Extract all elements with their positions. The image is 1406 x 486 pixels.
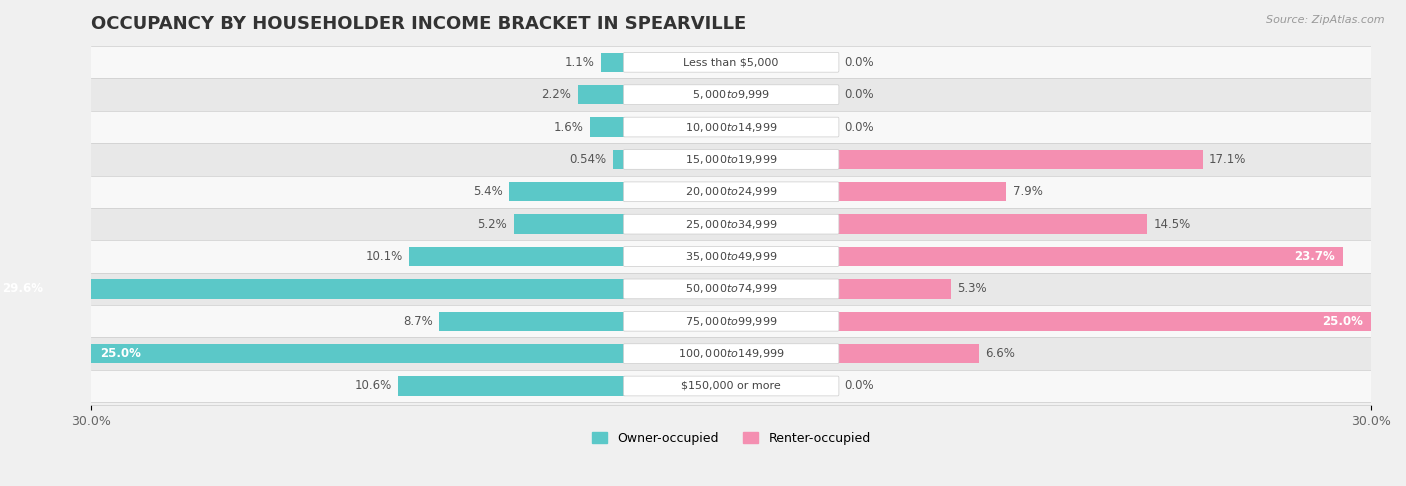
Text: 29.6%: 29.6%: [1, 282, 42, 295]
Bar: [578, 85, 624, 104]
Text: 6.6%: 6.6%: [986, 347, 1015, 360]
Bar: [838, 182, 1007, 202]
Bar: [600, 52, 624, 72]
Text: $35,000 to $49,999: $35,000 to $49,999: [685, 250, 778, 263]
Bar: [591, 117, 624, 137]
Bar: [91, 344, 624, 364]
Bar: [91, 305, 1371, 337]
Bar: [838, 214, 1147, 234]
FancyBboxPatch shape: [623, 279, 839, 299]
Bar: [509, 182, 624, 202]
Bar: [838, 279, 950, 298]
Bar: [91, 175, 1371, 208]
Text: 2.2%: 2.2%: [541, 88, 571, 101]
Text: $10,000 to $14,999: $10,000 to $14,999: [685, 121, 778, 134]
Bar: [513, 214, 624, 234]
Text: 1.6%: 1.6%: [554, 121, 583, 134]
Bar: [91, 208, 1371, 241]
Text: 0.0%: 0.0%: [844, 121, 875, 134]
Text: $50,000 to $74,999: $50,000 to $74,999: [685, 282, 778, 295]
Text: $15,000 to $19,999: $15,000 to $19,999: [685, 153, 778, 166]
Bar: [91, 273, 1371, 305]
Text: 5.3%: 5.3%: [957, 282, 987, 295]
Text: 1.1%: 1.1%: [565, 56, 595, 69]
Bar: [91, 46, 1371, 79]
Text: $20,000 to $24,999: $20,000 to $24,999: [685, 185, 778, 198]
Bar: [91, 337, 1371, 370]
Text: 0.54%: 0.54%: [569, 153, 606, 166]
Text: $75,000 to $99,999: $75,000 to $99,999: [685, 315, 778, 328]
Bar: [838, 344, 979, 364]
FancyBboxPatch shape: [623, 52, 839, 72]
FancyBboxPatch shape: [623, 117, 839, 137]
Bar: [838, 312, 1371, 331]
Text: 7.9%: 7.9%: [1012, 185, 1043, 198]
Bar: [838, 247, 1343, 266]
Text: 10.1%: 10.1%: [366, 250, 402, 263]
Text: $5,000 to $9,999: $5,000 to $9,999: [692, 88, 770, 101]
Bar: [838, 150, 1202, 169]
Bar: [613, 150, 624, 169]
Bar: [409, 247, 624, 266]
Text: 23.7%: 23.7%: [1294, 250, 1334, 263]
Text: $100,000 to $149,999: $100,000 to $149,999: [678, 347, 785, 360]
Text: $150,000 or more: $150,000 or more: [682, 381, 782, 391]
Text: 5.2%: 5.2%: [478, 218, 508, 231]
Text: 14.5%: 14.5%: [1153, 218, 1191, 231]
FancyBboxPatch shape: [623, 214, 839, 234]
Bar: [91, 370, 1371, 402]
Bar: [91, 143, 1371, 175]
Text: 0.0%: 0.0%: [844, 380, 875, 393]
Text: 25.0%: 25.0%: [1322, 315, 1362, 328]
FancyBboxPatch shape: [623, 150, 839, 169]
Bar: [398, 376, 624, 396]
FancyBboxPatch shape: [623, 376, 839, 396]
Text: 5.4%: 5.4%: [474, 185, 503, 198]
Text: 25.0%: 25.0%: [100, 347, 141, 360]
Text: 10.6%: 10.6%: [354, 380, 392, 393]
Bar: [91, 241, 1371, 273]
Text: 0.0%: 0.0%: [844, 56, 875, 69]
Text: 17.1%: 17.1%: [1209, 153, 1246, 166]
Text: Source: ZipAtlas.com: Source: ZipAtlas.com: [1267, 15, 1385, 25]
Bar: [91, 79, 1371, 111]
FancyBboxPatch shape: [623, 344, 839, 364]
Text: OCCUPANCY BY HOUSEHOLDER INCOME BRACKET IN SPEARVILLE: OCCUPANCY BY HOUSEHOLDER INCOME BRACKET …: [91, 15, 747, 33]
Bar: [91, 111, 1371, 143]
FancyBboxPatch shape: [623, 312, 839, 331]
Legend: Owner-occupied, Renter-occupied: Owner-occupied, Renter-occupied: [586, 427, 876, 450]
Text: Less than $5,000: Less than $5,000: [683, 57, 779, 67]
FancyBboxPatch shape: [623, 247, 839, 266]
FancyBboxPatch shape: [623, 182, 839, 202]
Text: 8.7%: 8.7%: [402, 315, 433, 328]
Bar: [439, 312, 624, 331]
Bar: [0, 279, 624, 298]
Text: 0.0%: 0.0%: [844, 88, 875, 101]
FancyBboxPatch shape: [623, 85, 839, 104]
Text: $25,000 to $34,999: $25,000 to $34,999: [685, 218, 778, 231]
